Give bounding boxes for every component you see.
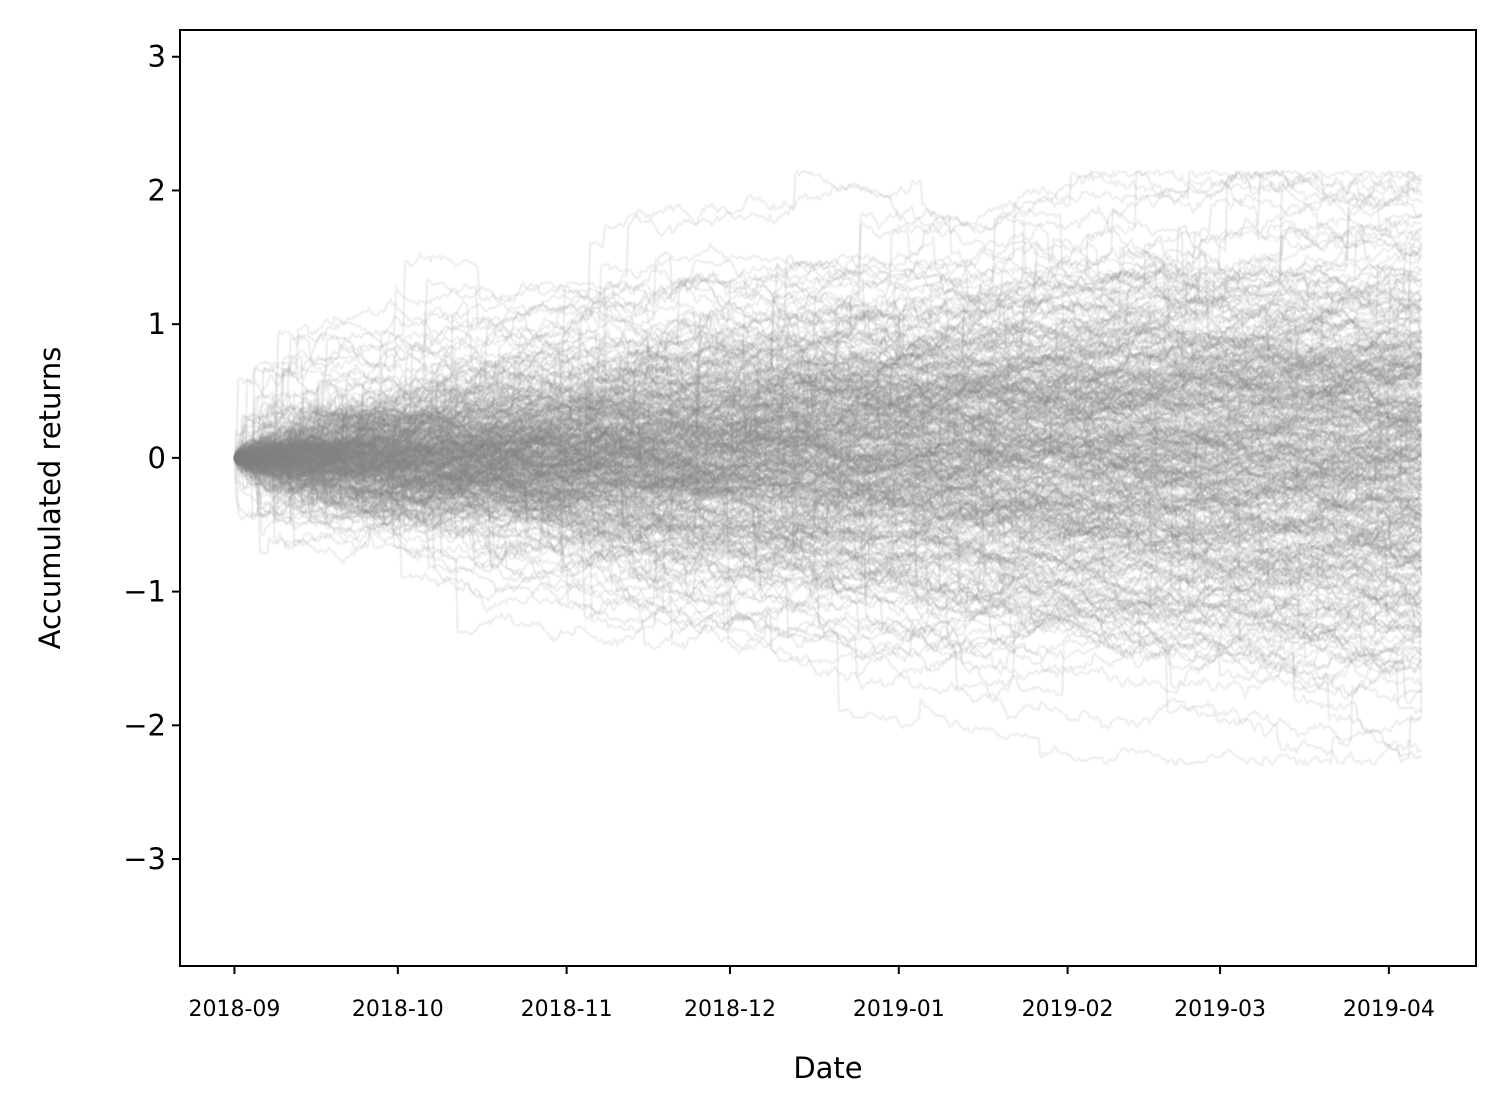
- series-line: [233, 417, 1423, 487]
- series-line: [233, 297, 1423, 469]
- series-line: [233, 329, 1423, 467]
- y-tick-label: −3: [123, 842, 166, 876]
- series-line: [233, 444, 1423, 508]
- series-line: [233, 456, 1423, 590]
- series-line: [233, 313, 1423, 477]
- y-axis-label: Accumulated returns: [33, 347, 67, 650]
- series-line: [233, 442, 1423, 654]
- series-line: [233, 403, 1423, 617]
- x-tick-label: 2018-12: [684, 997, 776, 1022]
- series-line: [233, 344, 1423, 526]
- series-line: [233, 402, 1422, 585]
- series-line: [233, 349, 1422, 470]
- y-axis: 3 2 1 0 −1 −2 −3: [123, 40, 180, 876]
- series-line: [233, 437, 1422, 618]
- series-line: [233, 436, 1423, 651]
- y-tick-label: 1: [148, 307, 166, 341]
- series-line: [233, 432, 1423, 659]
- series-line: [233, 359, 1423, 489]
- series-line: [233, 414, 1423, 514]
- series-line: [233, 434, 1422, 561]
- series-line: [233, 341, 1422, 467]
- series-line: [233, 446, 1423, 705]
- x-tick-label: 2019-01: [853, 997, 945, 1022]
- x-tick-label: 2018-11: [521, 997, 613, 1022]
- series-line: [233, 262, 1423, 463]
- series-line: [233, 310, 1422, 488]
- series-line: [233, 334, 1423, 469]
- series-line: [234, 322, 1423, 490]
- series-line: [234, 331, 1423, 492]
- x-tick-label: 2019-04: [1343, 997, 1435, 1022]
- x-axis: 2018-09 2018-10 2018-11 2018-12 2019-01 2019-…: [188, 966, 1435, 1022]
- series-line: [234, 316, 1422, 469]
- series-line: [233, 416, 1423, 539]
- series-line: [233, 412, 1422, 603]
- series-line: [233, 428, 1423, 545]
- series-line: [233, 365, 1422, 577]
- y-tick-label: 3: [148, 40, 166, 74]
- series-line: [233, 443, 1423, 642]
- series-line: [233, 416, 1422, 563]
- series-line: [233, 277, 1423, 525]
- series-line: [233, 338, 1423, 472]
- y-tick-label: −2: [123, 708, 166, 742]
- series-line: [233, 362, 1423, 472]
- series-line: [233, 369, 1423, 506]
- series-line: [233, 254, 1423, 495]
- series-line: [233, 358, 1422, 478]
- series-line: [233, 169, 1422, 464]
- x-tick-label: 2019-03: [1174, 997, 1266, 1022]
- series-lines: [233, 169, 1423, 767]
- series-line: [233, 341, 1422, 468]
- series-line: [233, 446, 1423, 564]
- series-line: [233, 237, 1423, 498]
- series-line: [233, 417, 1423, 536]
- series-line: [233, 368, 1423, 601]
- series-line: [233, 435, 1423, 548]
- series-line: [233, 400, 1423, 487]
- series-line: [233, 265, 1423, 470]
- series-line: [233, 453, 1423, 569]
- y-tick-label: 2: [148, 173, 166, 207]
- x-tick-label: 2019-02: [1022, 997, 1114, 1022]
- series-line: [233, 456, 1423, 557]
- series-line: [234, 377, 1423, 495]
- series-line: [234, 424, 1422, 541]
- series-line: [233, 449, 1423, 599]
- x-tick-label: 2018-10: [352, 997, 444, 1022]
- series-line: [233, 288, 1423, 512]
- x-tick-label: 2018-09: [188, 997, 280, 1022]
- series-line: [233, 234, 1422, 513]
- series-line: [233, 367, 1422, 490]
- series-line: [233, 392, 1423, 522]
- y-tick-label: 0: [148, 441, 166, 475]
- series-line: [234, 442, 1423, 613]
- series-line: [233, 318, 1422, 470]
- x-axis-label: Date: [793, 1051, 862, 1085]
- series-line: [233, 445, 1422, 576]
- series-line: [233, 421, 1423, 496]
- y-tick-label: −1: [123, 575, 166, 609]
- series-line: [233, 308, 1423, 489]
- series-line: [233, 446, 1423, 582]
- series-line: [233, 404, 1423, 589]
